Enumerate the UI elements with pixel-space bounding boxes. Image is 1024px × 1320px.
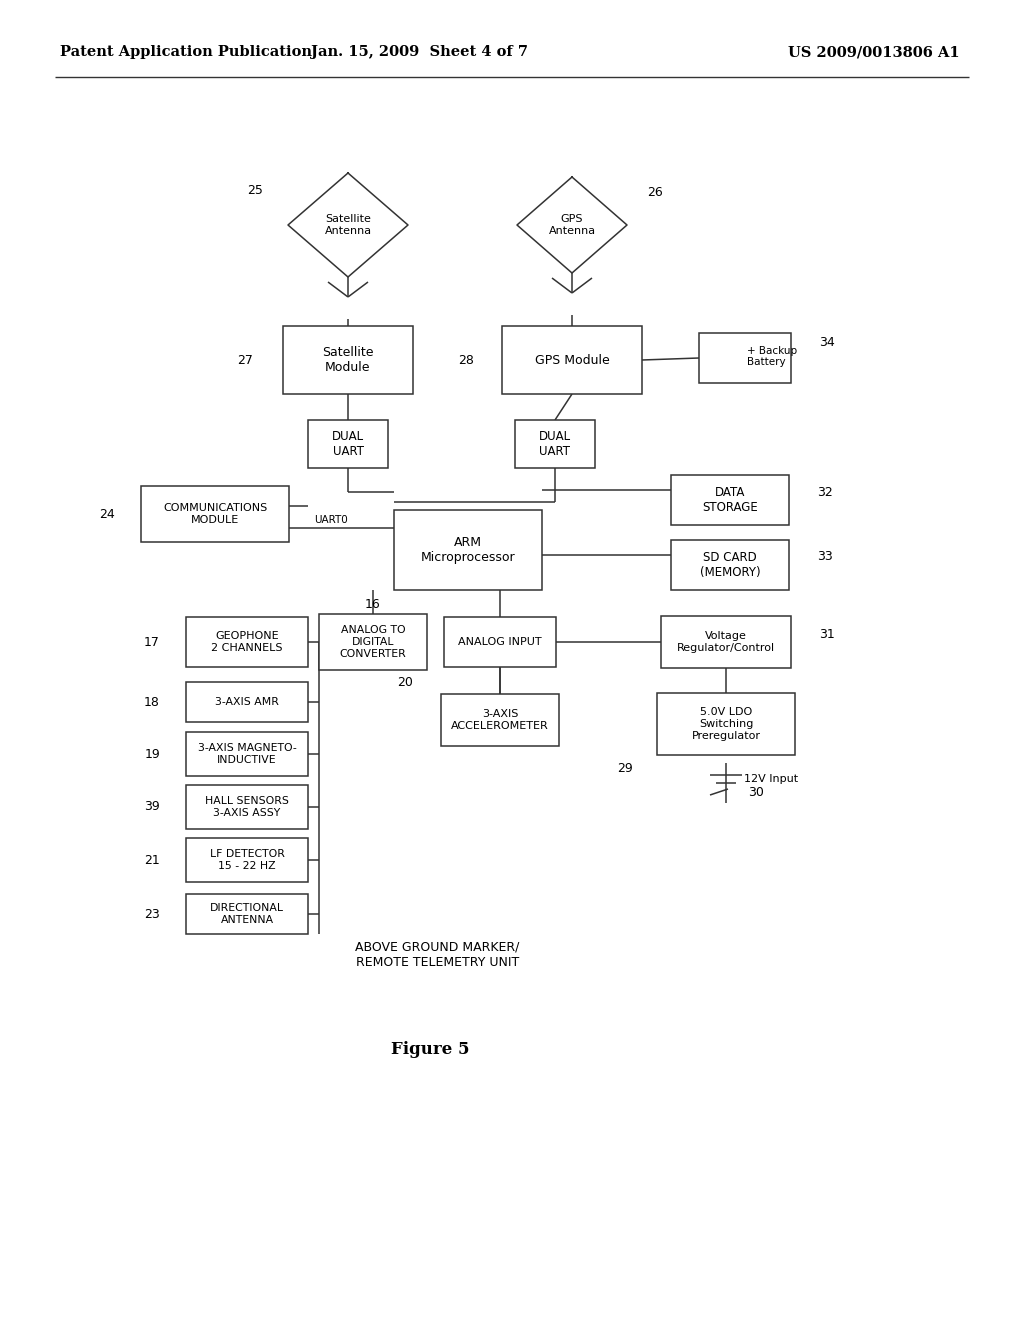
Text: DIRECTIONAL
ANTENNA: DIRECTIONAL ANTENNA <box>210 903 284 925</box>
Text: ANALOG TO
DIGITAL
CONVERTER: ANALOG TO DIGITAL CONVERTER <box>340 626 407 659</box>
Text: Voltage
Regulator/Control: Voltage Regulator/Control <box>677 631 775 653</box>
Text: 27: 27 <box>238 354 253 367</box>
Text: ABOVE GROUND MARKER/
REMOTE TELEMETRY UNIT: ABOVE GROUND MARKER/ REMOTE TELEMETRY UN… <box>355 941 519 969</box>
Text: 20: 20 <box>397 676 413 689</box>
Bar <box>319 614 427 671</box>
Text: Figure 5: Figure 5 <box>391 1041 469 1059</box>
Text: 39: 39 <box>144 800 160 813</box>
Text: UART0: UART0 <box>314 515 348 525</box>
Bar <box>657 693 795 755</box>
Bar <box>502 326 642 393</box>
Text: 33: 33 <box>817 550 833 564</box>
Text: 3-AXIS
ACCELEROMETER: 3-AXIS ACCELEROMETER <box>452 709 549 731</box>
Bar <box>671 475 790 525</box>
Text: US 2009/0013806 A1: US 2009/0013806 A1 <box>788 45 961 59</box>
Text: Satellite
Antenna: Satellite Antenna <box>325 214 372 236</box>
Text: 25: 25 <box>247 183 263 197</box>
Text: 18: 18 <box>144 696 160 709</box>
Bar <box>186 894 308 935</box>
Text: 24: 24 <box>99 507 115 520</box>
Text: 12V Input: 12V Input <box>744 774 798 784</box>
Text: 32: 32 <box>817 486 833 499</box>
Text: Battery: Battery <box>746 356 785 367</box>
Text: GPS
Antenna: GPS Antenna <box>549 214 596 236</box>
Bar <box>394 510 542 590</box>
Text: DUAL
UART: DUAL UART <box>332 430 365 458</box>
Text: GPS Module: GPS Module <box>535 354 609 367</box>
Bar <box>441 694 559 746</box>
Bar <box>444 616 556 667</box>
Text: 3-AXIS MAGNETO-
INDUCTIVE: 3-AXIS MAGNETO- INDUCTIVE <box>198 743 296 764</box>
Bar <box>186 733 308 776</box>
Text: + Backup: + Backup <box>746 346 797 356</box>
Text: 16: 16 <box>365 598 380 610</box>
Bar <box>186 616 308 667</box>
Text: 5.0V LDO
Switching
Preregulator: 5.0V LDO Switching Preregulator <box>691 708 761 741</box>
Bar <box>186 682 308 722</box>
Text: 21: 21 <box>144 854 160 866</box>
Bar <box>186 838 308 882</box>
Text: 19: 19 <box>144 747 160 760</box>
Text: 28: 28 <box>458 354 474 367</box>
Text: COMMUNICATIONS
MODULE: COMMUNICATIONS MODULE <box>163 503 267 525</box>
Text: 34: 34 <box>819 335 835 348</box>
Text: 30: 30 <box>748 787 764 800</box>
Polygon shape <box>288 173 408 277</box>
Text: DUAL
UART: DUAL UART <box>539 430 571 458</box>
Bar <box>186 785 308 829</box>
Bar <box>283 326 413 393</box>
Text: GEOPHONE
2 CHANNELS: GEOPHONE 2 CHANNELS <box>211 631 283 653</box>
Bar <box>662 616 791 668</box>
Text: HALL SENSORS
3-AXIS ASSY: HALL SENSORS 3-AXIS ASSY <box>205 796 289 818</box>
Text: SD CARD
(MEMORY): SD CARD (MEMORY) <box>699 550 760 579</box>
Text: ARM
Microprocessor: ARM Microprocessor <box>421 536 515 564</box>
Text: ANALOG INPUT: ANALOG INPUT <box>458 638 542 647</box>
Text: LF DETECTOR
15 - 22 HZ: LF DETECTOR 15 - 22 HZ <box>210 849 285 871</box>
Text: 31: 31 <box>819 627 835 640</box>
Text: Patent Application Publication: Patent Application Publication <box>60 45 312 59</box>
Text: 17: 17 <box>144 635 160 648</box>
Bar <box>141 486 289 543</box>
Text: 23: 23 <box>144 908 160 920</box>
Text: 3-AXIS AMR: 3-AXIS AMR <box>215 697 279 708</box>
Text: DATA
STORAGE: DATA STORAGE <box>702 486 758 513</box>
Text: 26: 26 <box>647 186 663 199</box>
Bar <box>515 420 595 469</box>
Bar <box>308 420 388 469</box>
Bar <box>699 333 791 383</box>
Polygon shape <box>517 177 627 273</box>
Text: 29: 29 <box>617 763 633 776</box>
Bar <box>671 540 790 590</box>
Text: Satellite
Module: Satellite Module <box>323 346 374 374</box>
Text: Jan. 15, 2009  Sheet 4 of 7: Jan. 15, 2009 Sheet 4 of 7 <box>311 45 528 59</box>
